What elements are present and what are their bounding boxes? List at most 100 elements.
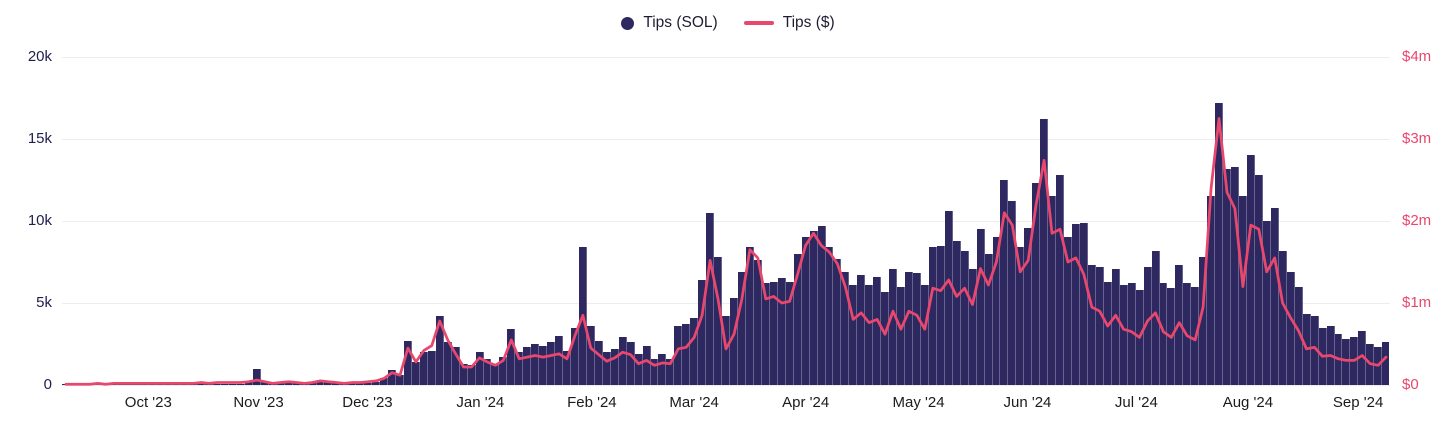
sol-bar[interactable] [658,353,667,385]
sol-bar[interactable] [571,327,579,385]
sol-bar[interactable] [849,284,858,385]
sol-bar[interactable] [1048,196,1057,385]
sol-bar[interactable] [1286,271,1295,385]
sol-bar[interactable] [1072,224,1080,385]
sol-bar[interactable] [499,357,508,385]
sol-bar[interactable] [594,340,603,385]
sol-bar[interactable] [650,358,659,385]
sol-bar[interactable] [443,342,452,385]
sol-bar[interactable] [928,247,937,385]
sol-bar[interactable] [1382,342,1390,385]
sol-bar[interactable] [244,381,253,385]
sol-bar[interactable] [817,225,826,385]
sol-bar[interactable] [411,362,420,385]
sol-bar[interactable] [722,316,731,385]
sol-bar[interactable] [1056,175,1065,385]
sol-bar[interactable] [857,275,866,385]
sol-bar[interactable] [992,237,1001,385]
sol-bar[interactable] [1207,196,1216,385]
sol-bar[interactable] [348,383,357,385]
sol-bar[interactable] [1199,257,1208,385]
sol-bar[interactable] [1087,265,1096,385]
sol-bar[interactable] [1064,237,1073,385]
sol-bar[interactable] [777,278,786,385]
sol-bar[interactable] [403,340,412,385]
sol-bar[interactable] [1000,180,1009,385]
sol-bar[interactable] [483,358,492,385]
sol-bar[interactable] [459,363,468,385]
sol-bar[interactable] [1254,175,1263,385]
sol-bar[interactable] [563,350,571,385]
sol-bar[interactable] [491,365,500,385]
sol-bar[interactable] [682,324,691,385]
sol-bar[interactable] [396,375,404,385]
sol-bar[interactable] [690,317,699,385]
sol-bar[interactable] [1080,222,1088,385]
sol-bar[interactable] [666,358,675,385]
sol-bar[interactable] [1040,119,1049,385]
sol-bar[interactable] [435,316,444,385]
sol-bar[interactable] [364,382,373,385]
sol-bar[interactable] [841,271,850,385]
sol-bar[interactable] [825,247,834,385]
sol-bar[interactable] [1239,196,1248,385]
sol-bar[interactable] [793,253,802,385]
sol-bar[interactable] [523,347,532,385]
sol-bar[interactable] [1247,155,1255,385]
sol-bar[interactable] [324,382,333,385]
sol-bar[interactable] [1223,168,1232,385]
sol-bar[interactable] [889,268,898,385]
sol-bar[interactable] [912,273,921,385]
sol-bar[interactable] [1111,268,1120,385]
sol-bar[interactable] [1008,201,1017,385]
sol-bar[interactable] [968,268,977,385]
sol-bar[interactable] [976,229,985,385]
sol-bar[interactable] [515,352,524,385]
sol-bar[interactable] [602,352,611,385]
sol-bar[interactable] [252,368,261,385]
sol-bar[interactable] [897,286,906,385]
sol-bar[interactable] [475,352,484,385]
sol-bar[interactable] [634,353,643,385]
sol-bar[interactable] [745,247,754,385]
sol-bar[interactable] [1231,166,1240,385]
usd-line-path[interactable] [64,117,1388,386]
sol-bar[interactable] [952,240,961,385]
sol-bar[interactable] [881,291,890,385]
sol-bar[interactable] [1119,284,1128,385]
sol-bar[interactable] [586,325,595,385]
sol-bar[interactable] [380,378,389,385]
sol-bar[interactable] [610,348,619,385]
sol-bar[interactable] [197,383,206,385]
sol-bar[interactable] [531,344,540,385]
legend-item-tips-sol[interactable]: Tips (SOL) [621,14,718,32]
sol-bar[interactable] [984,253,993,385]
sol-bar[interactable] [467,365,476,385]
sol-bar[interactable] [555,335,564,385]
sol-bar[interactable] [1270,207,1279,385]
sol-bar[interactable] [1342,339,1351,385]
sol-bar[interactable] [936,245,945,385]
sol-bar[interactable] [785,281,794,385]
sol-bar[interactable] [753,260,762,385]
sol-bar[interactable] [221,383,230,385]
sol-bar[interactable] [276,383,285,385]
sol-bar[interactable] [1143,266,1152,385]
sol-bar[interactable] [801,237,810,385]
sol-bar[interactable] [920,284,929,385]
legend-item-tips-usd[interactable]: Tips ($) [743,14,835,32]
sol-bar[interactable] [1095,266,1104,385]
sol-bar[interactable] [865,284,874,385]
sol-bar[interactable] [698,280,707,385]
sol-bar[interactable] [1151,250,1160,385]
sol-bar[interactable] [236,383,245,385]
sol-bar[interactable] [761,283,770,385]
sol-bar[interactable] [833,258,842,385]
sol-bar[interactable] [539,345,548,385]
sol-bar[interactable] [1024,227,1033,385]
sol-bar[interactable] [1215,102,1224,385]
sol-bar[interactable] [419,352,428,385]
sol-bar[interactable] [618,337,627,385]
sol-bar[interactable] [706,212,715,385]
sol-bar[interactable] [626,342,635,385]
